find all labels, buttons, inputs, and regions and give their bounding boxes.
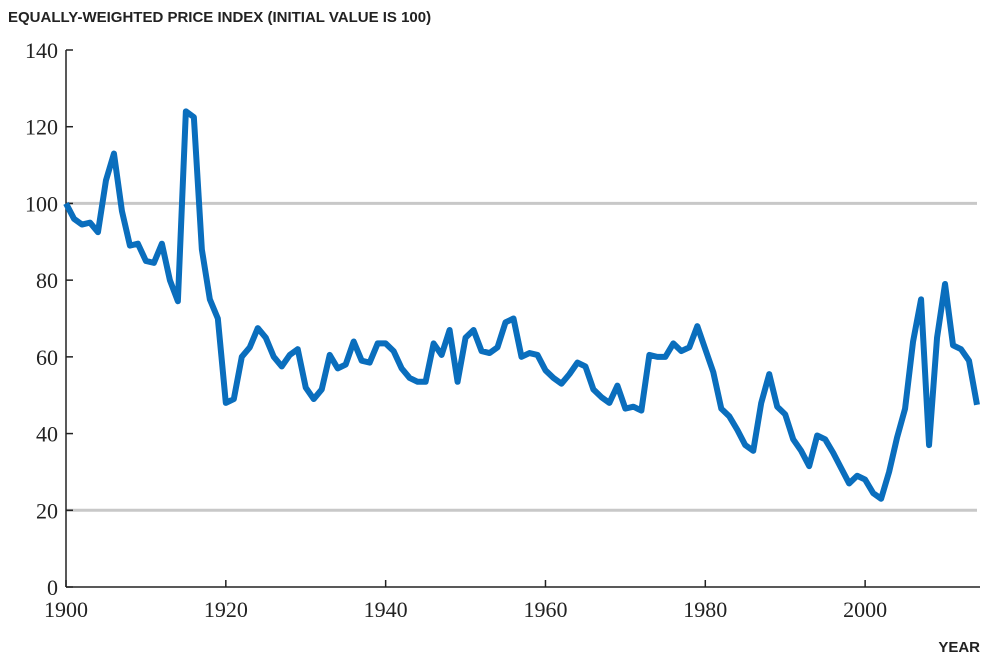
x-tick-label: 1940 xyxy=(364,597,408,622)
y-tick-label: 140 xyxy=(25,38,58,63)
x-tick-label: 1920 xyxy=(204,597,248,622)
x-tick-label: 2000 xyxy=(843,597,887,622)
data-line xyxy=(63,108,980,502)
x-axis-label: YEAR xyxy=(938,639,980,656)
x-tick-label: 1900 xyxy=(44,597,88,622)
y-tick-label: 40 xyxy=(36,422,58,447)
y-tick-label: 100 xyxy=(25,191,58,216)
y-tick-label: 120 xyxy=(25,115,58,140)
x-tick-label: 1960 xyxy=(523,597,567,622)
x-tick-label: 1980 xyxy=(683,597,727,622)
y-tick-label: 20 xyxy=(36,498,58,523)
y-tick-label: 80 xyxy=(36,268,58,293)
y-tick-label: 0 xyxy=(47,575,58,600)
y-tick-label: 60 xyxy=(36,345,58,370)
chart-title: EQUALLY-WEIGHTED PRICE INDEX (INITIAL VA… xyxy=(8,9,431,26)
